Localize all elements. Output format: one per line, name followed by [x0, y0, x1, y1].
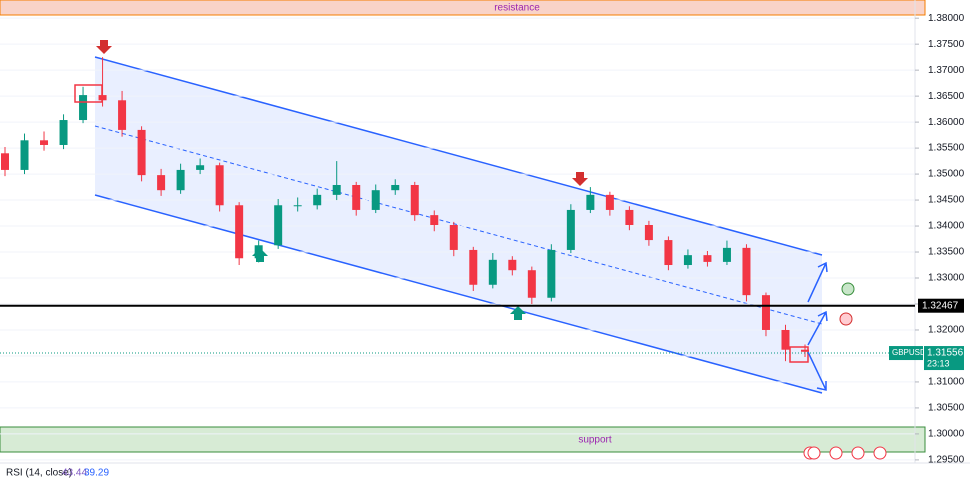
- candle-body: [176, 169, 185, 191]
- candle-body: [801, 349, 809, 352]
- y-tick-label: 1.38000: [928, 13, 965, 24]
- target-marker: [841, 282, 855, 296]
- candle-body: [742, 247, 751, 296]
- channel-fill: [95, 57, 822, 393]
- support-zone: [0, 426, 926, 453]
- candle-body: [605, 194, 614, 210]
- candle-body: [644, 225, 653, 241]
- highlight-box: [789, 346, 809, 363]
- symbol-box: [889, 346, 923, 361]
- candle-body: [332, 184, 341, 195]
- y-tick-label: 1.37500: [928, 39, 965, 50]
- candle-body: [488, 259, 497, 285]
- candle-body: [137, 129, 146, 176]
- y-tick-label: 1.36000: [928, 117, 965, 128]
- candle-body: [566, 209, 575, 250]
- candle-body: [293, 205, 302, 207]
- resistance-zone: [0, 0, 926, 16]
- candle-body: [391, 184, 400, 191]
- y-tick-label: 1.35500: [928, 143, 965, 154]
- candle-body: [761, 295, 770, 330]
- y-tick-label: 1.35000: [928, 169, 965, 180]
- y-tick-label: 1.36500: [928, 91, 965, 102]
- y-tick-label: 1.32000: [928, 325, 965, 336]
- candle-body: [20, 140, 29, 170]
- indicator-label: RSI (14, close): [6, 468, 72, 479]
- countdown-label: 23:13: [927, 358, 950, 368]
- indicator-value: 43.44: [62, 468, 87, 479]
- y-tick-label: 1.29500: [928, 455, 965, 466]
- support-label: support: [578, 435, 612, 446]
- price-box: [924, 346, 964, 371]
- candle-body: [527, 270, 536, 298]
- candle-body: [508, 259, 517, 271]
- y-tick-label: 1.30000: [928, 429, 965, 440]
- candle-body: [40, 140, 49, 145]
- candle-body: [371, 190, 380, 210]
- candle-body: [59, 120, 68, 145]
- y-tick-label: 1.31000: [928, 377, 965, 388]
- up-arrow: [252, 248, 268, 262]
- candle-body: [1, 153, 9, 170]
- candle-body: [235, 205, 244, 259]
- candle-body: [586, 194, 595, 210]
- candle-body: [430, 215, 439, 226]
- candle-body: [410, 184, 419, 216]
- level-box: [918, 298, 964, 313]
- projection-arrows: [807, 261, 828, 391]
- y-tick-label: 1.37000: [928, 65, 965, 76]
- candle-body: [215, 165, 224, 206]
- down-arrow: [572, 172, 588, 186]
- up-arrow: [510, 306, 526, 320]
- y-tick-label: 1.33000: [928, 273, 965, 284]
- candle-body: [703, 255, 712, 262]
- channel-bottom: [94, 194, 823, 394]
- candle-body: [157, 175, 166, 191]
- highlight-box: [74, 84, 103, 103]
- candle-body: [449, 225, 458, 250]
- event-icons: [803, 446, 887, 460]
- candle-body: [196, 165, 205, 170]
- channel-top: [94, 56, 823, 256]
- resistance-label: resistance: [494, 3, 540, 14]
- down-arrow: [96, 40, 112, 54]
- candle-body: [722, 247, 731, 262]
- candle-body: [118, 100, 127, 130]
- y-tick-label: 1.30500: [928, 403, 965, 414]
- indicator-value: 39.29: [84, 468, 109, 479]
- candle-body: [664, 240, 673, 266]
- candle-body: [469, 249, 478, 285]
- candle-body: [274, 205, 283, 246]
- candle-body: [625, 209, 634, 226]
- candle-body: [781, 329, 790, 350]
- y-tick-label: 1.34500: [928, 195, 965, 206]
- candle-body: [683, 255, 692, 266]
- last-price-label: 1.31556: [927, 348, 964, 359]
- candle-body: [313, 194, 322, 206]
- y-tick-label: 1.33500: [928, 247, 965, 258]
- stop-marker: [839, 312, 853, 326]
- symbol-label: GBPUSD: [892, 348, 926, 357]
- candle-body: [547, 249, 556, 298]
- y-tick-label: 1.34000: [928, 221, 965, 232]
- level-label: 1.32467: [922, 300, 959, 311]
- candle-body: [79, 95, 88, 121]
- candle-body: [352, 184, 361, 210]
